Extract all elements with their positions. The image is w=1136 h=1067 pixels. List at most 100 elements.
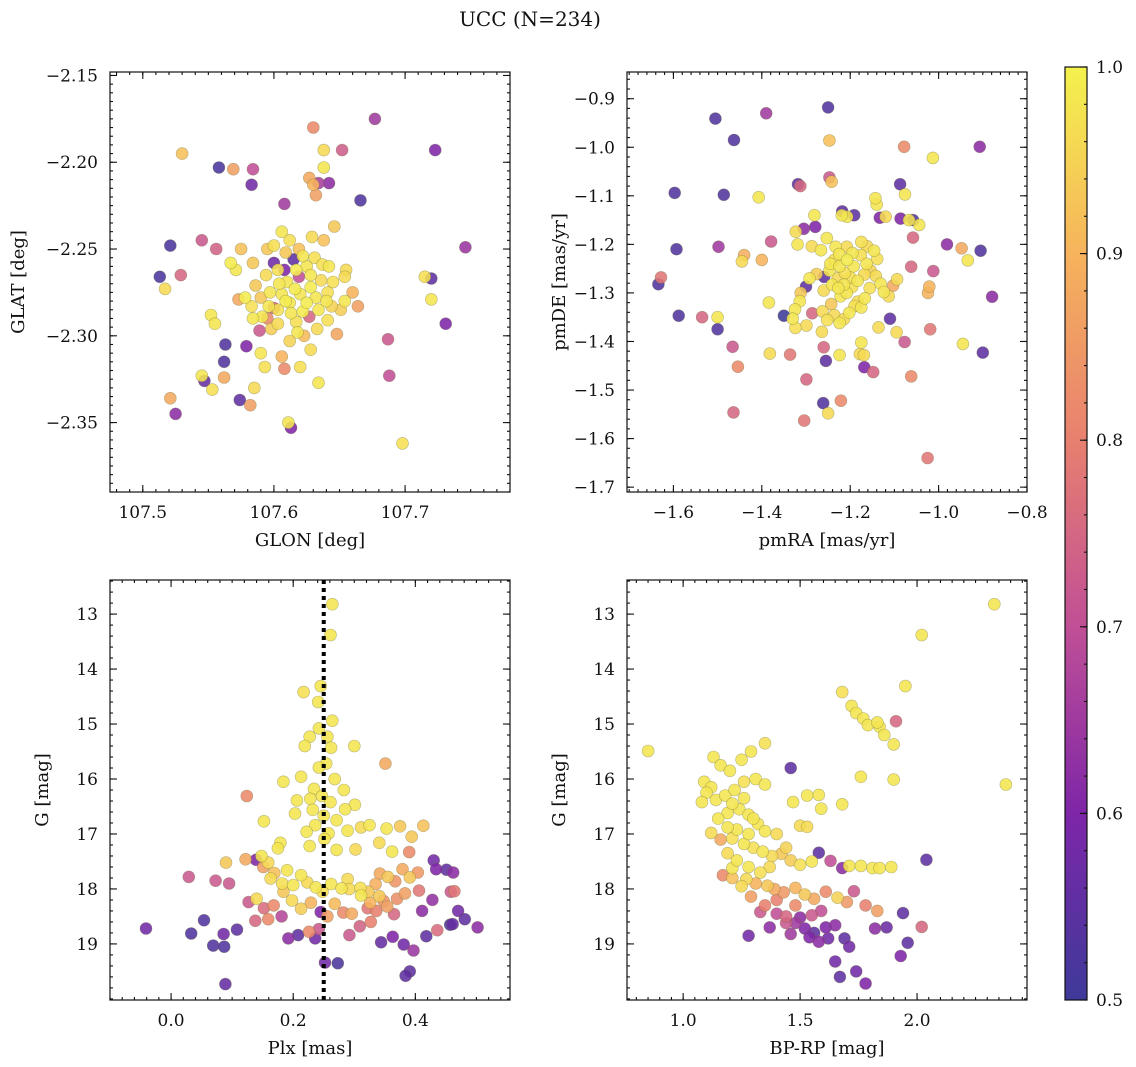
scatter-point xyxy=(327,220,341,233)
scatter-point xyxy=(987,597,1001,611)
scatter-point xyxy=(446,917,459,931)
scatter-point xyxy=(446,866,460,879)
scatter-point xyxy=(814,802,828,816)
scatter-point xyxy=(294,770,308,784)
scatter-point xyxy=(317,161,331,174)
scatter-point xyxy=(714,758,727,772)
scatter-point xyxy=(217,355,231,369)
scatter-point xyxy=(328,772,342,786)
scatter-point xyxy=(764,235,778,248)
scatter-point xyxy=(901,936,915,950)
scatter-point xyxy=(828,918,842,932)
scatter-point xyxy=(898,188,912,201)
scatter-point xyxy=(915,920,929,934)
scatter-point xyxy=(330,327,344,341)
scatter-point xyxy=(812,935,826,949)
scatter-point xyxy=(368,112,382,126)
scatter-point xyxy=(369,877,382,891)
y-tick-label: −2.15 xyxy=(46,66,98,86)
scatter-point xyxy=(219,338,232,351)
scatter-point xyxy=(854,859,868,873)
scatter-point xyxy=(439,317,453,331)
x-axis-label: GLON [deg] xyxy=(255,530,365,551)
scatter-point xyxy=(798,888,812,901)
scatter-point xyxy=(322,260,336,273)
scatter-point xyxy=(338,270,352,284)
scatter-point xyxy=(253,324,266,337)
scatter-point xyxy=(283,234,297,247)
scatter-point xyxy=(277,775,290,789)
scatter-point xyxy=(354,889,368,902)
scatter-point xyxy=(380,900,394,913)
scatter-point xyxy=(324,795,337,809)
scatter-point xyxy=(245,299,258,313)
scatter-point xyxy=(258,360,272,374)
y-tick-label: −1.4 xyxy=(574,332,615,352)
scatter-point xyxy=(831,891,844,905)
scatter-point xyxy=(363,818,376,832)
scatter-point xyxy=(749,772,763,786)
y-tick-label: −0.9 xyxy=(574,90,615,110)
scatter-point xyxy=(902,213,916,227)
y-tick-label: −2.35 xyxy=(46,414,98,434)
scatter-point xyxy=(331,956,345,970)
scatter-point xyxy=(758,899,772,912)
scatter-point xyxy=(744,890,758,903)
scatter-point xyxy=(278,197,291,211)
scatter-point xyxy=(854,336,868,349)
scatter-point xyxy=(195,369,209,383)
scatter-point xyxy=(814,243,828,257)
scatter-points xyxy=(641,597,1013,990)
scatter-point xyxy=(324,741,338,755)
scatter-point xyxy=(282,416,295,429)
scatter-point xyxy=(857,348,871,362)
scatter-point xyxy=(869,191,882,205)
scatter-point xyxy=(321,313,335,327)
scatter-point xyxy=(458,912,472,926)
scatter-point xyxy=(819,885,833,899)
scatter-point xyxy=(250,892,263,906)
scatter-point xyxy=(712,240,725,254)
scatter-point xyxy=(283,334,297,348)
scatter-point xyxy=(320,294,333,308)
x-tick-label: 1.5 xyxy=(787,1011,814,1031)
scatter-point xyxy=(817,340,831,354)
scatter-point xyxy=(219,856,233,869)
scatter-point xyxy=(695,795,709,809)
y-tick-label: −1.3 xyxy=(574,284,615,304)
scatter-point xyxy=(974,244,987,257)
scatter-point xyxy=(267,899,281,912)
x-axis-label: Plx [mas] xyxy=(268,1038,353,1059)
scatter-point xyxy=(314,273,328,287)
scatter-point xyxy=(385,845,399,858)
scatter-point xyxy=(249,914,262,928)
colorbar-gradient xyxy=(1064,66,1088,1001)
scatter-point xyxy=(800,789,814,802)
scatter-point xyxy=(184,927,198,940)
scatter-point xyxy=(208,317,222,331)
scatter-point xyxy=(976,346,990,359)
scatter-point xyxy=(879,210,892,223)
colorbar-tick-label: 0.6 xyxy=(1096,804,1123,824)
scatter-point xyxy=(407,944,420,957)
scatter-point xyxy=(920,853,933,867)
scatter-point xyxy=(297,685,310,699)
scatter-point xyxy=(867,244,881,257)
scatter-point xyxy=(296,249,310,263)
scatter-point xyxy=(353,919,367,933)
scatter-point xyxy=(429,862,443,876)
x-tick-label: 0.4 xyxy=(402,1011,429,1031)
scatter-point xyxy=(999,778,1013,791)
scatter-point xyxy=(898,335,911,349)
scatter-point xyxy=(364,915,378,929)
scatter-point xyxy=(641,744,655,758)
scatter-point xyxy=(889,714,903,728)
scatter-point xyxy=(372,836,386,850)
scatter-point xyxy=(254,291,268,304)
scatter-point xyxy=(246,312,260,325)
scatter-point xyxy=(707,750,720,764)
scatter-point xyxy=(398,887,412,900)
scatter-point xyxy=(815,325,829,339)
scatter-point xyxy=(317,234,331,247)
scatter-point xyxy=(304,343,318,357)
